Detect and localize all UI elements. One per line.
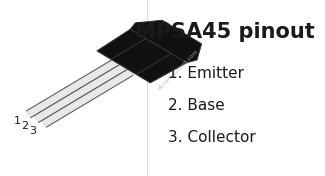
Polygon shape (97, 29, 187, 83)
Text: 2. Base: 2. Base (168, 98, 225, 113)
Text: el-component.com: el-component.com (157, 48, 200, 91)
Text: 1: 1 (13, 116, 20, 126)
Text: 2: 2 (21, 121, 28, 131)
Text: 3: 3 (29, 126, 36, 136)
Polygon shape (130, 20, 202, 63)
Text: 3. Collector: 3. Collector (168, 130, 255, 145)
Text: MPSA45 pinout: MPSA45 pinout (135, 22, 315, 42)
Text: 1. Emitter: 1. Emitter (168, 66, 244, 81)
